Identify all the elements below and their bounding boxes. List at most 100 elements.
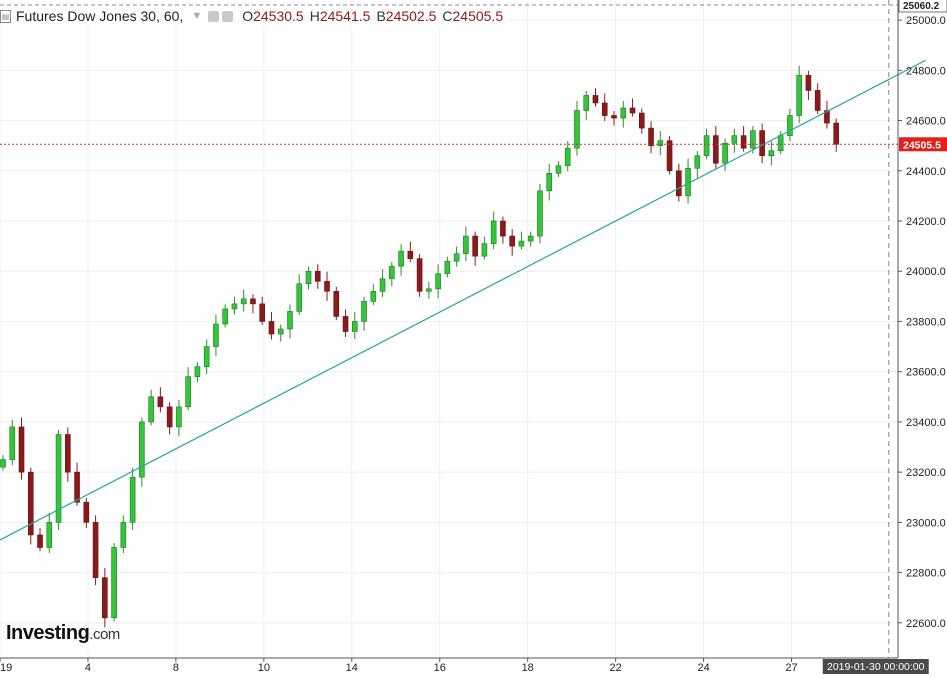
candle-body: [398, 250, 404, 267]
trendline: [0, 59, 927, 541]
symbol-title[interactable]: Futures Dow Jones 30, 60,: [16, 8, 184, 24]
candle-body: [0, 459, 6, 468]
candle-body: [638, 112, 645, 129]
candle-body: [379, 278, 386, 292]
x-tick-label: 4: [85, 662, 91, 674]
candle-body: [518, 240, 525, 247]
crosshair-date-label: 2019-01-30 00:00:00: [827, 661, 925, 673]
candle-body: [648, 127, 654, 146]
candle-body: [139, 421, 145, 478]
candle-body: [65, 434, 71, 473]
caret-down-icon[interactable]: ▼: [191, 10, 203, 22]
collapse-square-icon[interactable]: ▤: [0, 9, 11, 23]
high-key: H: [309, 8, 320, 24]
x-tick-label: 14: [346, 662, 358, 674]
trendline-layer: [0, 59, 927, 541]
candle-body: [407, 250, 414, 259]
candle-body: [601, 102, 608, 116]
candle-body: [102, 577, 108, 619]
candle-body: [426, 288, 432, 292]
y-tick-label: 23200.0: [906, 467, 946, 479]
candle-body: [389, 265, 395, 280]
candle-body: [740, 135, 747, 149]
high-value: 24541.5: [319, 8, 371, 24]
y-tick-label: 23800.0: [906, 316, 946, 328]
settings-icon[interactable]: [208, 10, 220, 22]
candle-body: [731, 135, 738, 144]
candle-body: [722, 142, 728, 164]
candle-body: [231, 303, 238, 310]
y-tick-label: 23000.0: [906, 517, 946, 529]
candle-body: [277, 328, 284, 335]
y-tick-label: 24800.0: [906, 65, 946, 77]
y-tick-label: 24000.0: [906, 266, 946, 278]
grid: [0, 0, 898, 658]
candle-body: [203, 346, 210, 367]
logo-suffix: .com: [89, 626, 120, 643]
candle-body: [620, 107, 627, 119]
candles: [0, 65, 839, 628]
candle-body: [361, 301, 367, 322]
candle-body: [453, 253, 460, 262]
candle-body: [213, 323, 219, 347]
x-tick-label: 16: [434, 662, 446, 674]
candle-body: [574, 110, 580, 149]
candle-body: [796, 75, 802, 116]
candle-body: [18, 426, 25, 473]
candle-body: [259, 303, 266, 322]
candle-body: [814, 90, 821, 111]
candle-body: [342, 316, 349, 332]
y-tick-label: 23600.0: [906, 367, 946, 379]
candle-body: [185, 376, 191, 408]
candle-body: [472, 235, 478, 257]
candle-body: [444, 260, 451, 275]
x-tick-label: 27: [785, 662, 797, 674]
candle-body: [490, 220, 497, 244]
y-tick-label: 22800.0: [906, 568, 946, 580]
candle-body: [74, 471, 80, 503]
x-tick-label: 2019: [0, 662, 12, 674]
candle-body: [222, 308, 228, 325]
candle-body: [564, 147, 571, 167]
candle-body: [527, 235, 534, 242]
y-tick-label: 24400.0: [906, 166, 946, 178]
candle-body: [351, 321, 358, 332]
candle-body: [55, 434, 62, 523]
candle-body: [333, 291, 340, 317]
candle-body: [37, 534, 43, 548]
logo-brand: Investing: [6, 622, 90, 644]
overlays: [0, 0, 898, 658]
candle-body: [268, 321, 275, 335]
candle-body: [157, 396, 164, 408]
candle-body: [509, 235, 515, 247]
candle-body: [194, 366, 201, 378]
x-tick-label: 22: [610, 662, 622, 674]
y-tick-label: 24200.0: [906, 216, 946, 228]
y-tick-label: 24600.0: [906, 116, 946, 128]
low-key: B: [376, 8, 386, 24]
candle-body: [657, 140, 664, 146]
candle-body: [46, 522, 53, 548]
candle-body: [676, 170, 682, 197]
candle-body: [111, 547, 117, 619]
candle-body: [305, 270, 312, 285]
candle-body: [592, 95, 599, 104]
investing-logo[interactable]: Investing.com: [6, 622, 120, 645]
candle-body: [713, 135, 719, 164]
candle-body: [463, 235, 469, 254]
candle-body: [83, 501, 90, 523]
candle-body: [805, 75, 812, 91]
last-price-tag: [899, 137, 947, 152]
eye-icon[interactable]: [222, 10, 234, 22]
top-label-box: [898, 0, 947, 13]
close-value: 24505.5: [452, 8, 504, 24]
candle-body: [92, 522, 99, 578]
x-tick-label: 24: [697, 662, 709, 674]
candle-body: [750, 130, 756, 149]
candle-body: [240, 298, 247, 305]
candle-body: [176, 406, 182, 428]
y-tick-label: 22600.0: [906, 618, 946, 630]
